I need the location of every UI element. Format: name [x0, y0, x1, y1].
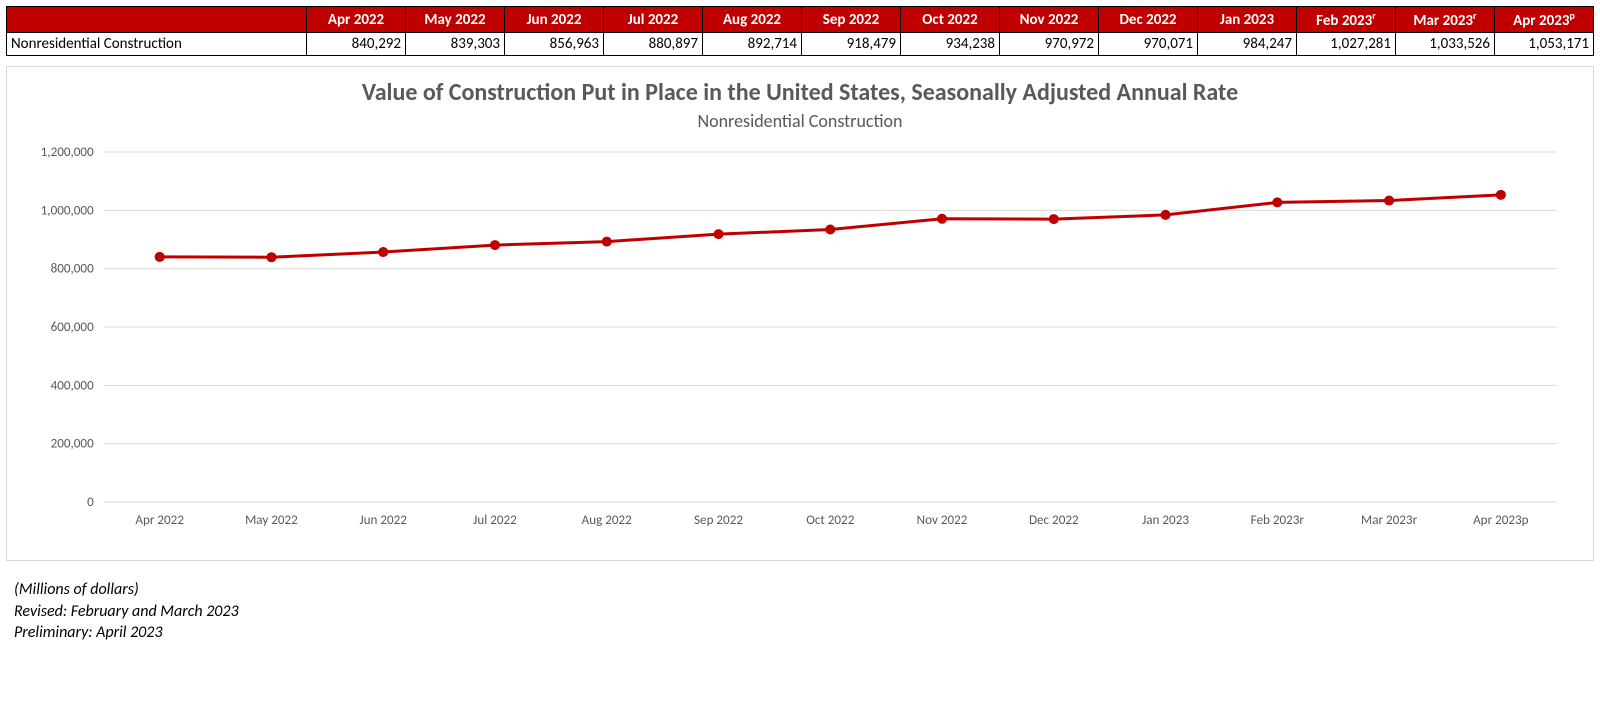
table-header-blank: [7, 7, 307, 33]
table-value-cell: 970,972: [1000, 33, 1099, 56]
chart-title: Value of Construction Put in Place in th…: [200, 77, 1400, 108]
footnote-revised: Revised: February and March 2023: [14, 601, 1594, 623]
svg-text:800,000: 800,000: [51, 261, 95, 277]
table-header-cell: Mar 2023r: [1396, 7, 1495, 33]
svg-text:Nov 2022: Nov 2022: [917, 512, 968, 528]
footnote-units: (Millions of dollars): [14, 579, 1594, 601]
table-value-cell: 934,238: [901, 33, 1000, 56]
table-header-cell: Oct 2022: [901, 7, 1000, 33]
table-data-row: Nonresidential Construction 840,292839,3…: [7, 33, 1594, 56]
svg-text:1,000,000: 1,000,000: [41, 203, 94, 219]
svg-text:Feb 2023r: Feb 2023r: [1251, 512, 1305, 528]
table-value-cell: 918,479: [802, 33, 901, 56]
table-value-cell: 984,247: [1198, 33, 1297, 56]
table-header-cell: Sep 2022: [802, 7, 901, 33]
table-header-cell: Jan 2023: [1198, 7, 1297, 33]
svg-text:0: 0: [87, 494, 94, 510]
table-value-cell: 856,963: [505, 33, 604, 56]
svg-text:Apr 2023p: Apr 2023p: [1473, 512, 1529, 528]
footnote-preliminary: Preliminary: April 2023: [14, 622, 1594, 644]
svg-text:Jan 2023: Jan 2023: [1142, 512, 1189, 528]
table-header-cell: Feb 2023r: [1297, 7, 1396, 33]
table-value-cell: 1,053,171: [1495, 33, 1594, 56]
chart-container: Value of Construction Put in Place in th…: [6, 66, 1594, 561]
table-value-cell: 1,033,526: [1396, 33, 1495, 56]
table-value-cell: 892,714: [703, 33, 802, 56]
svg-text:Aug 2022: Aug 2022: [582, 512, 633, 528]
svg-text:1,200,000: 1,200,000: [41, 144, 94, 160]
svg-text:Dec 2022: Dec 2022: [1029, 512, 1079, 528]
svg-text:400,000: 400,000: [51, 378, 95, 394]
svg-text:Jun 2022: Jun 2022: [359, 512, 407, 528]
svg-text:Mar 2023r: Mar 2023r: [1361, 512, 1418, 528]
line-chart: 0 200,000 400,000 600,000 800,000 1,000,000 1,…: [13, 142, 1587, 542]
table-header-cell: Nov 2022: [1000, 7, 1099, 33]
svg-text:200,000: 200,000: [51, 436, 95, 452]
table-header-cell: Dec 2022: [1099, 7, 1198, 33]
row-label: Nonresidential Construction: [7, 33, 307, 56]
table-header-cell: Apr 2022: [307, 7, 406, 33]
table-header-cell: Jul 2022: [604, 7, 703, 33]
table-value-cell: 1,027,281: [1297, 33, 1396, 56]
table-value-cell: 970,071: [1099, 33, 1198, 56]
table-header-cell: Jun 2022: [505, 7, 604, 33]
table-header-cell: Aug 2022: [703, 7, 802, 33]
table-value-cell: 880,897: [604, 33, 703, 56]
table-value-cell: 840,292: [307, 33, 406, 56]
table-header-row: Apr 2022May 2022Jun 2022Jul 2022Aug 2022…: [7, 7, 1594, 33]
svg-text:600,000: 600,000: [51, 319, 95, 335]
svg-text:Jul 2022: Jul 2022: [473, 512, 517, 528]
footnotes: (Millions of dollars) Revised: February …: [6, 579, 1594, 644]
svg-text:Sep 2022: Sep 2022: [694, 512, 743, 528]
table-value-cell: 839,303: [406, 33, 505, 56]
svg-text:Apr 2022: Apr 2022: [135, 512, 184, 528]
table-header-cell: Apr 2023p: [1495, 7, 1594, 33]
svg-text:Oct 2022: Oct 2022: [806, 512, 855, 528]
svg-text:May 2022: May 2022: [245, 512, 298, 528]
table-header-cell: May 2022: [406, 7, 505, 33]
data-table: Apr 2022May 2022Jun 2022Jul 2022Aug 2022…: [6, 6, 1594, 56]
chart-subtitle: Nonresidential Construction: [13, 110, 1587, 132]
